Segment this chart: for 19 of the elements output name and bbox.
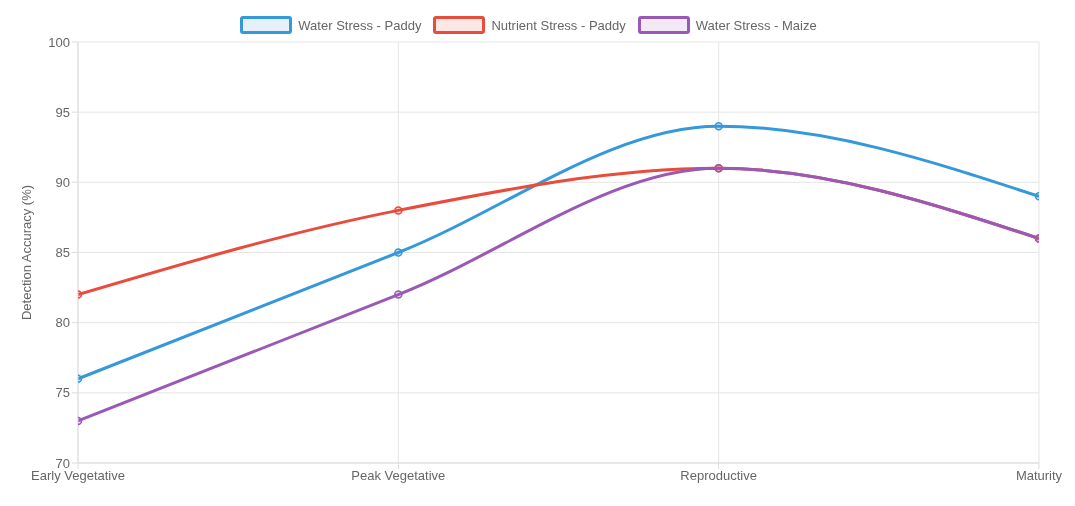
point: [394, 290, 403, 299]
x-tick-label: Reproductive: [680, 468, 757, 484]
point: [394, 248, 403, 257]
legend-label: Water Stress - Maize: [695, 17, 817, 33]
x-tick-label: Maturity: [1015, 468, 1063, 484]
y-tick-label: 85: [55, 245, 70, 261]
point: [714, 121, 723, 131]
y-tick-label: 95: [55, 104, 70, 120]
y-tick-label: 90: [55, 174, 70, 190]
x-tick-label: Early Vegetative: [31, 468, 125, 484]
legend-label: Nutrient Stress - Paddy: [491, 17, 626, 33]
point: [394, 206, 403, 215]
y-tick-label: 70: [55, 455, 70, 471]
x-tick-label: Peak Vegetative: [351, 468, 446, 484]
y-tick-label: 80: [55, 315, 70, 331]
legend-label: Water Stress - Paddy: [298, 17, 422, 33]
y-tick-label: 75: [55, 385, 70, 401]
y-axis-title: Detection Accuracy (%): [18, 184, 34, 321]
y-tick-label: 100: [48, 34, 70, 50]
